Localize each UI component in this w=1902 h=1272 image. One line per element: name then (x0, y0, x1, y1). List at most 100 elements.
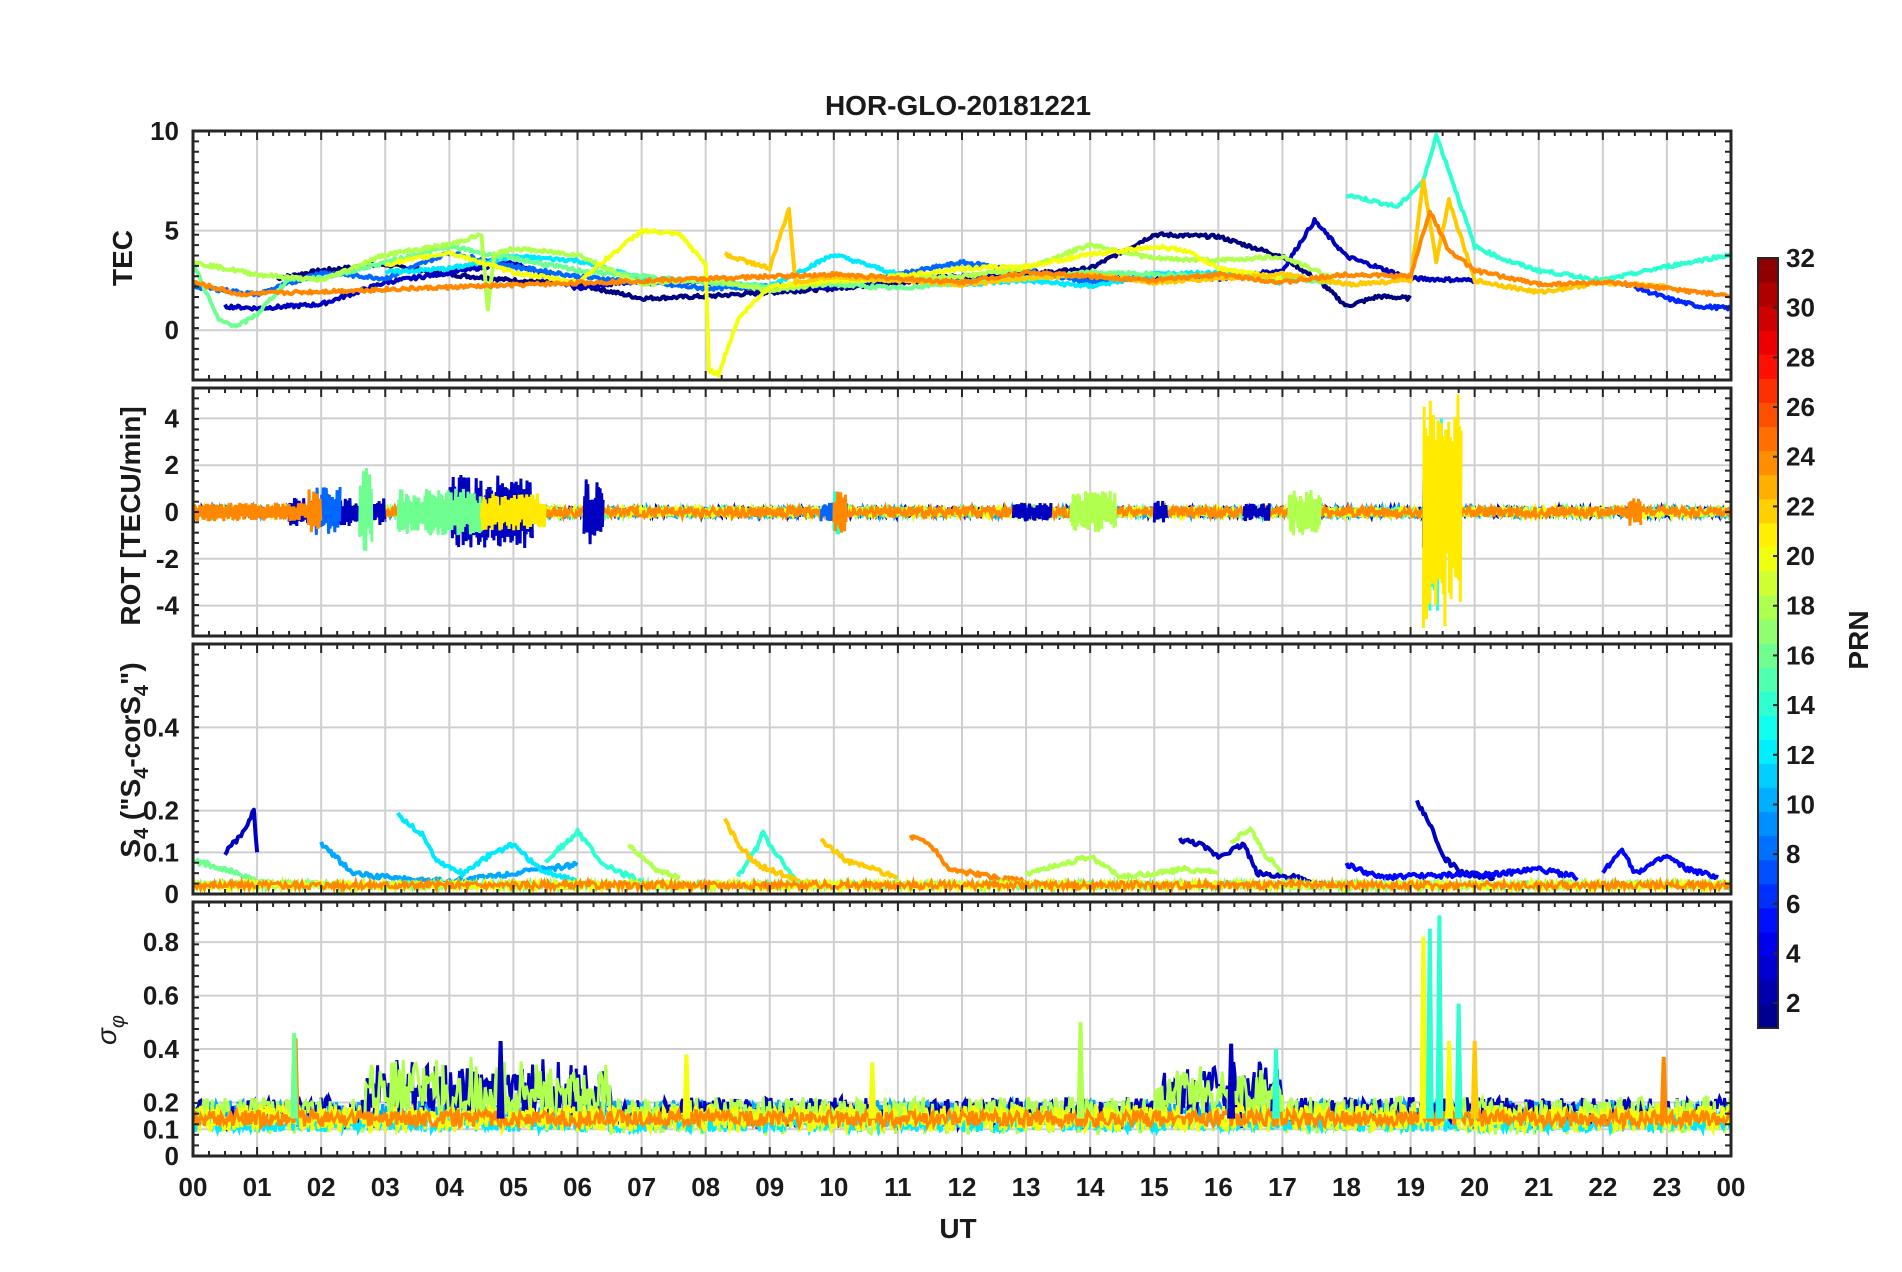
prn-18-series (627, 843, 681, 881)
colorbar-segment (1758, 979, 1778, 1005)
colorbar-tick-label: 10 (1786, 789, 1815, 819)
y-tick-label: 10 (150, 116, 179, 146)
prn-16-sigma-spike (290, 1032, 299, 1119)
x-tick-label: 02 (307, 1172, 336, 1202)
prn-3-rot-activity (1242, 503, 1271, 522)
colorbar-segment (1758, 787, 1778, 813)
colorbar-tick-label: 4 (1786, 938, 1801, 968)
y-tick-label: 0.4 (143, 1034, 180, 1064)
colorbar-tick-label: 20 (1786, 541, 1815, 571)
colorbar-tick-label: 2 (1786, 988, 1800, 1018)
colorbar-segment (1758, 378, 1778, 403)
sigma-phi-axis-label: σφ (91, 1015, 129, 1045)
prn-14-series (543, 827, 644, 885)
prn-21-rot-activity (1421, 394, 1463, 629)
x-tick-label: 10 (819, 1172, 848, 1202)
colorbar-segment (1758, 955, 1778, 981)
colorbar-segment (1758, 402, 1778, 428)
x-tick-label: 17 (1268, 1172, 1297, 1202)
colorbar-segment (1758, 258, 1778, 283)
y-tick-label: 0.2 (143, 1088, 179, 1118)
prn-3-sigma-spike (1227, 1043, 1236, 1119)
y-tick-label: 0.4 (143, 712, 180, 742)
colorbar-segment (1758, 811, 1778, 837)
x-tick-label: 14 (1076, 1172, 1105, 1202)
y-tick-label: -4 (156, 591, 180, 621)
colorbar-tick-label: 16 (1786, 640, 1815, 670)
prn-3-rot-activity (582, 479, 605, 545)
x-tick-label: 03 (371, 1172, 400, 1202)
x-axis-label: UT (939, 1213, 976, 1244)
prn-6-series (1621, 280, 1731, 312)
colorbar-label: PRN (1843, 610, 1874, 669)
prn-16-rot-activity (358, 468, 374, 551)
prn-3-sigma-spike (496, 1040, 505, 1119)
prn-22-series (819, 838, 899, 880)
prn-14-sigma-spike (1272, 1048, 1280, 1119)
colorbar-segment (1758, 907, 1778, 933)
prn-18-series (1229, 826, 1284, 875)
x-tick-label: 00 (1717, 1172, 1746, 1202)
prn-3-rot-activity (1011, 502, 1053, 522)
colorbar-segment (1758, 498, 1778, 524)
colorbar-tick-label: 12 (1786, 740, 1815, 770)
prn-24-rot-activity (193, 502, 323, 522)
prn-3-rot-activity (1152, 500, 1169, 523)
prn-24-rot-activity (306, 489, 323, 533)
y-tick-label: 0.2 (143, 796, 179, 826)
colorbar-tick-label: 6 (1786, 889, 1800, 919)
prn-14-series (735, 829, 798, 883)
y-tick-label: 2 (165, 450, 179, 480)
prn-20-sigma-spike (1445, 1040, 1453, 1119)
x-tick-label: 05 (499, 1172, 528, 1202)
colorbar-segment (1758, 474, 1778, 500)
x-tick-label: 00 (179, 1172, 208, 1202)
prn-21-rot-activity (479, 493, 547, 531)
colorbar-segment (1758, 739, 1778, 764)
x-tick-label: 07 (627, 1172, 656, 1202)
colorbar-segment (1758, 354, 1778, 379)
colorbar-tick-label: 30 (1786, 293, 1815, 323)
colorbar-segment (1758, 715, 1778, 740)
prn-14-sigma-spike (1425, 928, 1434, 1119)
prn-10-series (319, 841, 579, 886)
prn-5-series (1601, 847, 1720, 880)
prn-14-series (1345, 132, 1731, 283)
colorbar-segment (1758, 282, 1778, 307)
colorbar-segment (1758, 835, 1778, 861)
rot-panel: -4 -2 0 2 4 (156, 386, 1733, 638)
tec-axis-label: TEC (107, 230, 138, 286)
prn-16-rot-activity (396, 488, 483, 536)
x-tick-label: 16 (1204, 1172, 1233, 1202)
y-tick-label: 0 (165, 1141, 179, 1171)
y-tick-label: 0.6 (143, 981, 179, 1011)
s4-axis-label: S4 ("S4-corS4") (115, 662, 153, 857)
colorbar-tick-label: 22 (1786, 491, 1815, 521)
y-tick-label: 0 (165, 879, 179, 909)
colorbar-segment (1758, 883, 1778, 909)
s4-panel: 0 0.1 0.2 0.4 (143, 642, 1733, 909)
colorbar-segment (1758, 546, 1778, 572)
prn-14-sigma-spike (1454, 1003, 1463, 1119)
colorbar-segment (1758, 594, 1778, 620)
colorbar-tick-label: 28 (1786, 342, 1815, 372)
prn-22-sigma-spike (1470, 1040, 1479, 1119)
y-tick-label: 0.8 (143, 927, 179, 957)
colorbar-segment (1758, 931, 1778, 957)
y-tick-label: 4 (165, 403, 180, 433)
colorbar-segment (1758, 618, 1778, 644)
y-tick-label: 0 (165, 497, 179, 527)
x-tick-label: 09 (755, 1172, 784, 1202)
x-tick-label: 13 (1012, 1172, 1041, 1202)
y-tick-label: 0.1 (143, 1114, 179, 1144)
tec-panel: 0 5 10 (150, 116, 1733, 382)
colorbar-segment (1758, 763, 1778, 788)
colorbar-segment (1758, 643, 1778, 668)
colorbar-tick-label: 14 (1786, 690, 1815, 720)
colorbar-segment (1758, 1003, 1778, 1029)
colorbar-segment (1758, 306, 1778, 331)
colorbar-segment (1758, 330, 1778, 355)
plot-area (193, 394, 1731, 629)
y-tick-label: 5 (165, 216, 179, 246)
